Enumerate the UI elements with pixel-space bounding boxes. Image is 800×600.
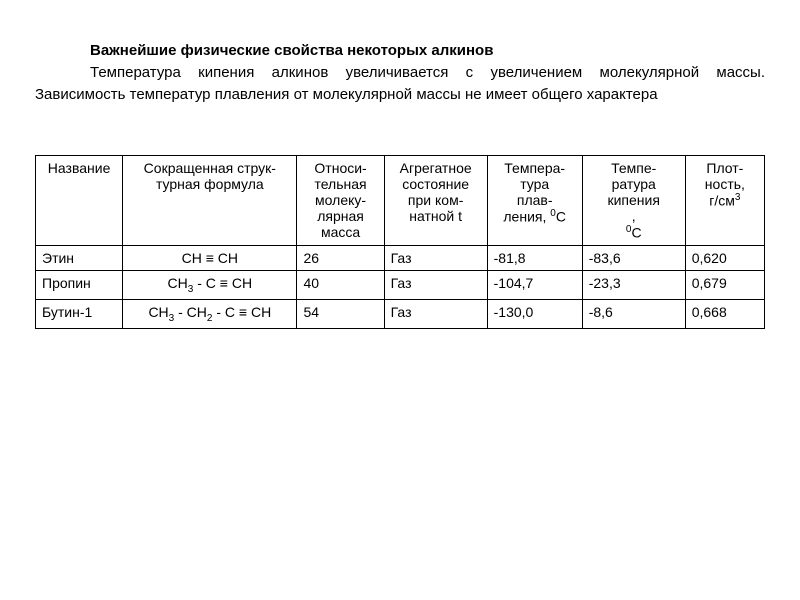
cell-melt: -104,7 xyxy=(487,270,582,299)
table-header-row: Название Сокращенная струк-турная формул… xyxy=(36,156,765,246)
table-row: Этин СН ≡ СН 26 Газ -81,8 -83,6 0,620 xyxy=(36,245,765,270)
col-header-formula: Сокращенная струк-турная формула xyxy=(123,156,297,246)
cell-melt: -81,8 xyxy=(487,245,582,270)
cell-formula: СН ≡ СН xyxy=(123,245,297,270)
cell-mass: 54 xyxy=(297,299,384,328)
col-header-melt: Темпера-тураплав-ления, 0С xyxy=(487,156,582,246)
col-header-density: Плот-ность,г/см3 xyxy=(685,156,764,246)
document-page: Важнейшие физические свойства некоторых … xyxy=(0,0,800,349)
col-header-name: Название xyxy=(36,156,123,246)
cell-density: 0,679 xyxy=(685,270,764,299)
table-row: Бутин-1 СН3 - СН2 - С ≡ СН 54 Газ -130,0… xyxy=(36,299,765,328)
cell-name: Бутин-1 xyxy=(36,299,123,328)
col-header-mass: Относи-тельнаямолеку-лярнаямасса xyxy=(297,156,384,246)
cell-state: Газ xyxy=(384,299,487,328)
cell-name: Этин xyxy=(36,245,123,270)
alkynes-table: Название Сокращенная струк-турная формул… xyxy=(35,155,765,328)
cell-boil: -23,3 xyxy=(582,270,685,299)
cell-density: 0,620 xyxy=(685,245,764,270)
cell-formula: СН3 - С ≡ СН xyxy=(123,270,297,299)
cell-mass: 40 xyxy=(297,270,384,299)
cell-name: Пропин xyxy=(36,270,123,299)
cell-state: Газ xyxy=(384,245,487,270)
cell-formula: СН3 - СН2 - С ≡ СН xyxy=(123,299,297,328)
table-head: Название Сокращенная струк-турная формул… xyxy=(36,156,765,246)
col-header-boil: Темпе-ратуракипения,0С xyxy=(582,156,685,246)
page-title: Важнейшие физические свойства некоторых … xyxy=(35,40,765,62)
cell-state: Газ xyxy=(384,270,487,299)
cell-boil: -8,6 xyxy=(582,299,685,328)
cell-melt: -130,0 xyxy=(487,299,582,328)
table-row: Пропин СН3 - С ≡ СН 40 Газ -104,7 -23,3 … xyxy=(36,270,765,299)
table-body: Этин СН ≡ СН 26 Газ -81,8 -83,6 0,620 Пр… xyxy=(36,245,765,328)
heading-block: Важнейшие физические свойства некоторых … xyxy=(35,40,765,105)
col-header-state: Агрегатноесостояниепри ком-натной t xyxy=(384,156,487,246)
intro-paragraph: Температура кипения алкинов увеличиваетс… xyxy=(35,62,765,106)
cell-mass: 26 xyxy=(297,245,384,270)
cell-boil: -83,6 xyxy=(582,245,685,270)
cell-density: 0,668 xyxy=(685,299,764,328)
intro-text: Температура кипения алкинов увеличиваетс… xyxy=(35,64,765,103)
